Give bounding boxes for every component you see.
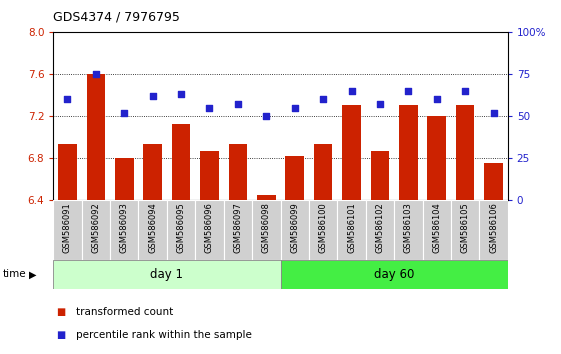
Bar: [252, 200, 280, 260]
Bar: [280, 200, 309, 260]
Text: transformed count: transformed count: [76, 307, 173, 316]
Text: GSM586101: GSM586101: [347, 202, 356, 253]
Point: [347, 88, 356, 93]
Bar: [257, 195, 275, 200]
Point: [177, 91, 186, 97]
Bar: [479, 200, 508, 260]
Text: day 60: day 60: [374, 268, 414, 281]
Bar: [229, 144, 247, 200]
Bar: [366, 200, 394, 260]
Text: percentile rank within the sample: percentile rank within the sample: [76, 330, 252, 339]
Bar: [280, 260, 508, 289]
Bar: [484, 163, 503, 200]
Text: GSM586105: GSM586105: [461, 202, 470, 253]
Bar: [86, 74, 105, 200]
Text: GSM586097: GSM586097: [233, 202, 242, 253]
Point: [91, 71, 100, 77]
Bar: [110, 200, 139, 260]
Bar: [53, 200, 82, 260]
Bar: [394, 200, 422, 260]
Text: GSM586099: GSM586099: [290, 202, 299, 253]
Point: [262, 113, 271, 119]
Bar: [371, 150, 389, 200]
Point: [120, 110, 129, 115]
Text: GDS4374 / 7976795: GDS4374 / 7976795: [53, 11, 180, 24]
Text: GSM586091: GSM586091: [63, 202, 72, 253]
Bar: [115, 158, 134, 200]
Text: GSM586102: GSM586102: [375, 202, 384, 253]
Text: ■: ■: [56, 307, 65, 316]
Point: [375, 101, 384, 107]
Bar: [195, 200, 224, 260]
Bar: [451, 200, 479, 260]
Text: time: time: [3, 269, 26, 279]
Bar: [314, 144, 332, 200]
Text: ▶: ▶: [29, 269, 36, 279]
Point: [319, 96, 328, 102]
Bar: [286, 156, 304, 200]
Bar: [82, 200, 110, 260]
Text: GSM586094: GSM586094: [148, 202, 157, 253]
Bar: [144, 144, 162, 200]
Point: [432, 96, 441, 102]
Bar: [224, 200, 252, 260]
Bar: [309, 200, 337, 260]
Text: GSM586100: GSM586100: [319, 202, 328, 253]
Bar: [172, 124, 190, 200]
Bar: [58, 144, 77, 200]
Point: [148, 93, 157, 98]
Text: GSM586092: GSM586092: [91, 202, 100, 253]
Point: [233, 101, 242, 107]
Point: [404, 88, 413, 93]
Bar: [422, 200, 451, 260]
Bar: [337, 200, 366, 260]
Bar: [456, 105, 475, 200]
Point: [205, 105, 214, 110]
Bar: [53, 260, 280, 289]
Bar: [399, 105, 417, 200]
Bar: [167, 200, 195, 260]
Point: [290, 105, 299, 110]
Bar: [427, 116, 446, 200]
Point: [489, 110, 498, 115]
Point: [461, 88, 470, 93]
Text: GSM586103: GSM586103: [404, 202, 413, 253]
Text: GSM586095: GSM586095: [177, 202, 186, 253]
Text: GSM586096: GSM586096: [205, 202, 214, 253]
Text: ■: ■: [56, 330, 65, 339]
Text: GSM586093: GSM586093: [120, 202, 129, 253]
Bar: [342, 105, 361, 200]
Bar: [139, 200, 167, 260]
Text: GSM586098: GSM586098: [262, 202, 271, 253]
Text: GSM586104: GSM586104: [432, 202, 441, 253]
Point: [63, 96, 72, 102]
Bar: [200, 150, 219, 200]
Text: day 1: day 1: [150, 268, 183, 281]
Text: GSM586106: GSM586106: [489, 202, 498, 253]
